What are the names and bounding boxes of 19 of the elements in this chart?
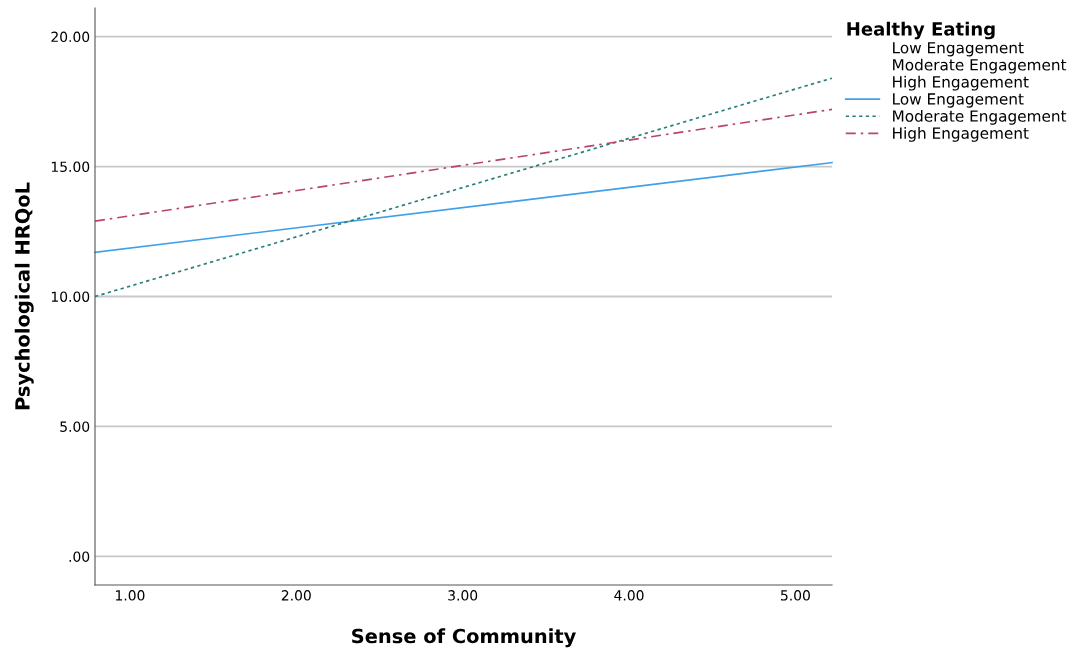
y-axis-title: Psychological HRQoL — [14, 182, 34, 410]
x-tick-label: 2.00 — [281, 590, 311, 601]
y-tick-label: 10.00 — [51, 291, 90, 302]
legend-label: High Engagement — [893, 127, 1029, 142]
legend-label: Moderate Engagement — [893, 109, 1067, 125]
x-tick-label: 4.00 — [614, 590, 644, 601]
legend-label: Low Engagement — [893, 93, 1024, 108]
text: High Engagement — [893, 75, 1029, 91]
x-tick-label: 1.00 — [116, 590, 145, 601]
y-tick-label: .00 — [69, 551, 90, 562]
y-tick-label: 5.00 — [60, 421, 90, 432]
x-axis-title: Sense of Community — [352, 628, 576, 648]
x-tick-label: 3.00 — [448, 590, 478, 601]
text: Moderate Engagement — [893, 58, 1067, 74]
y-tick-label: 20.00 — [51, 31, 90, 43]
legend-title: Healthy Eating — [847, 21, 995, 40]
x-tick-label: 5.00 — [781, 590, 810, 601]
y-tick-label: 15.00 — [51, 161, 90, 173]
text: Low Engagement — [893, 42, 1024, 57]
